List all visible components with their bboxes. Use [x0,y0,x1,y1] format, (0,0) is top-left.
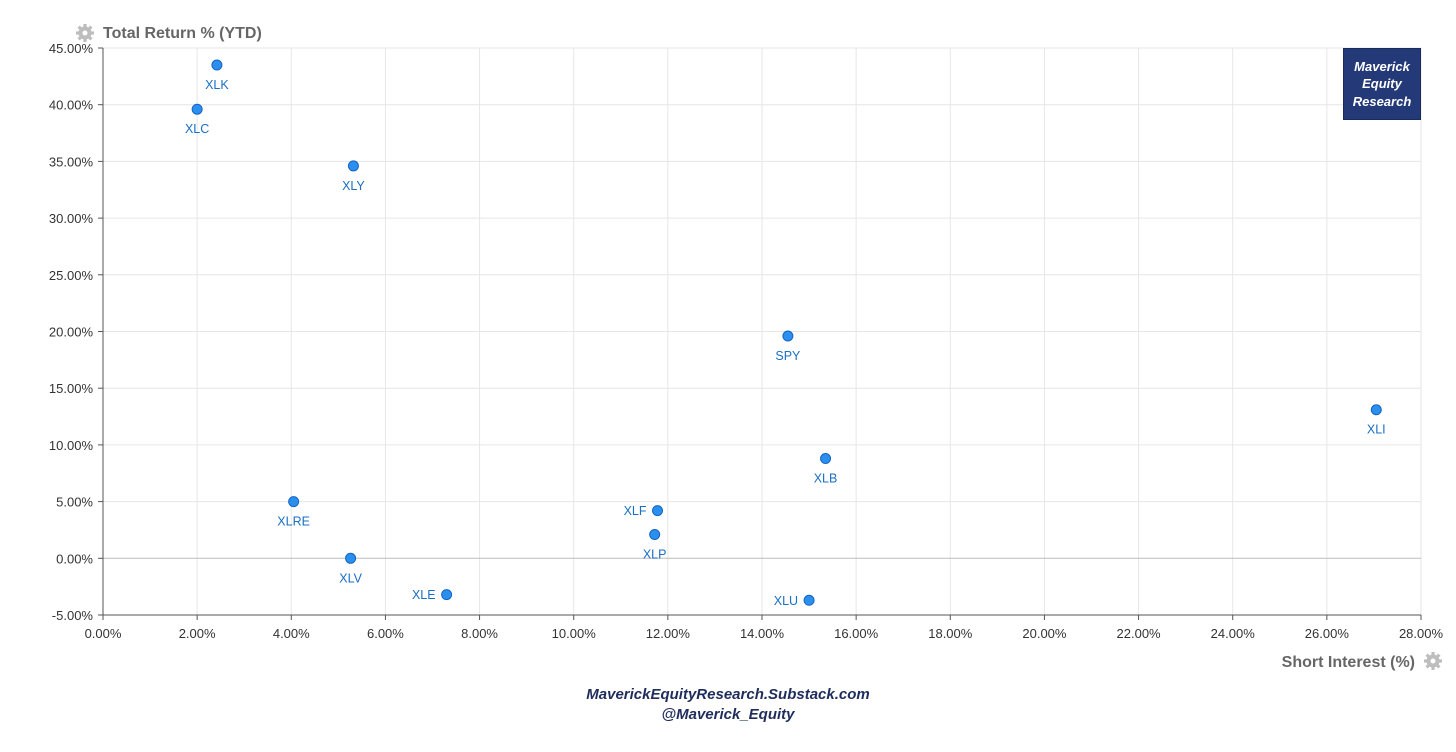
x-tick-label: 26.00% [1305,626,1350,641]
x-tick-label: 16.00% [834,626,879,641]
y-tick-labels: -5.00% 0.00% 5.00% 10.00% 15.00% 20.00% 25.00%… [49,41,94,623]
x-tick-label: 0.00% [85,626,122,641]
x-tick-label: 8.00% [461,626,498,641]
y-tick-label: 25.00% [49,268,94,283]
badge-line-2: Equity [1362,76,1402,92]
point-xlp[interactable] [649,528,661,540]
point-label-spy: SPY [775,349,801,363]
badge-line-3: Research [1352,93,1412,109]
y-tick-label: 15.00% [49,381,94,396]
x-tick-label: 4.00% [273,626,310,641]
point-label-xly: XLY [342,179,365,193]
point-xlu[interactable] [803,594,815,606]
point-xlf[interactable] [652,505,664,517]
x-tick-label: 24.00% [1211,626,1256,641]
x-tick-label: 20.00% [1022,626,1067,641]
axes [98,47,1422,620]
x-tick-labels: 0.00% 2.00% 4.00% 6.00% 8.00% 10.00% 12.00% 14.… [85,626,1444,641]
data-points: XLK XLC XLY SPY XLI XLB XLRE XLF XLP XLV XLE XLU [185,59,1386,608]
y-tick-label: 35.00% [49,154,94,169]
footer-handle[interactable]: @Maverick_Equity [661,706,795,723]
x-axis-title: Short Interest (%) [1282,654,1415,671]
brand-badge: Maverick Equity Research [1343,48,1421,120]
point-xlre[interactable] [288,496,300,508]
point-xlk[interactable] [211,59,223,71]
y-axis-gear-icon[interactable] [76,24,94,42]
point-label-xle: XLE [412,588,436,602]
point-label-xli: XLI [1367,423,1386,437]
y-tick-label: 30.00% [49,211,94,226]
y-axis-title: Total Return % (YTD) [103,25,262,42]
point-xlv[interactable] [345,552,357,564]
grid-lines [103,47,1422,615]
x-tick-label: 28.00% [1399,626,1444,641]
point-label-xlv: XLV [339,571,362,585]
x-tick-label: 18.00% [928,626,973,641]
badge-line-1: Maverick [1354,58,1410,74]
y-tick-label: -5.00% [52,608,94,623]
y-tick-label: 45.00% [49,41,94,56]
point-label-xlp: XLP [643,547,667,561]
point-label-xlk: XLK [205,78,229,92]
point-xli[interactable] [1370,404,1382,416]
x-tick-label: 2.00% [179,626,216,641]
x-axis-gear-icon[interactable] [1424,652,1442,670]
y-tick-label: 20.00% [49,325,94,340]
point-label-xlre: XLRE [277,515,310,529]
x-tick-label: 10.00% [552,626,597,641]
point-spy[interactable] [782,330,794,342]
y-tick-label: 10.00% [49,438,94,453]
point-xle[interactable] [441,589,453,601]
footer-website[interactable]: MaverickEquityResearch.Substack.com [586,686,870,703]
point-xly[interactable] [347,160,359,172]
point-label-xlf: XLF [624,504,647,518]
x-tick-label: 14.00% [740,626,785,641]
point-label-xlc: XLC [185,122,209,136]
point-xlc[interactable] [191,103,203,115]
x-tick-label: 12.00% [646,626,691,641]
x-tick-label: 22.00% [1117,626,1162,641]
x-tick-label: 6.00% [367,626,404,641]
y-tick-label: 40.00% [49,98,94,113]
y-tick-label: 0.00% [56,551,93,566]
point-label-xlu: XLU [774,594,798,608]
y-tick-label: 5.00% [56,495,93,510]
point-xlb[interactable] [820,453,832,465]
point-label-xlb: XLB [814,472,838,486]
